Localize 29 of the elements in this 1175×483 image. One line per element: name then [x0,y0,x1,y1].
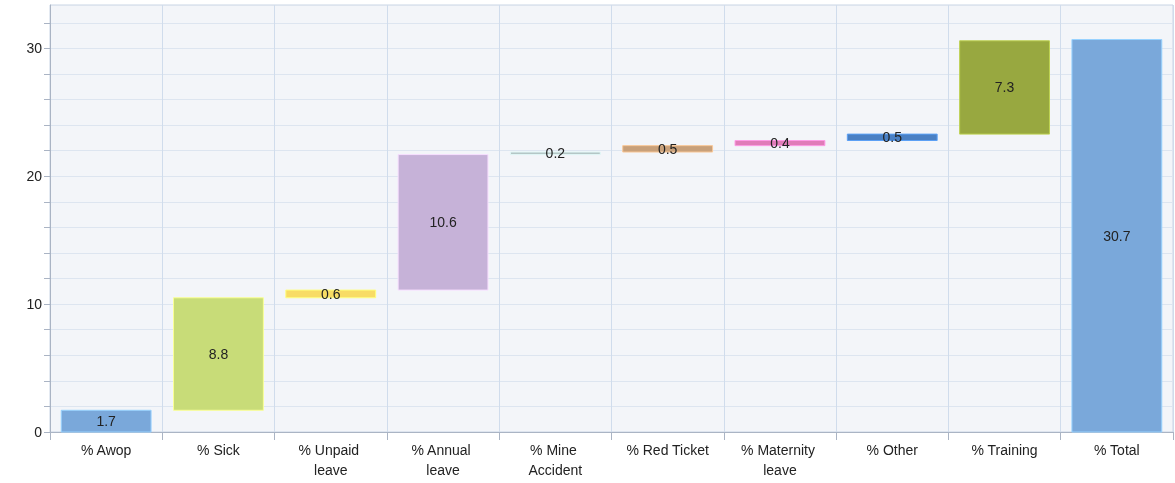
data-label: 10.6 [429,214,457,231]
x-tick-label: % Maternity leave [741,442,819,478]
data-label: 1.7 [96,413,117,430]
y-tick-label: 10 [26,296,43,313]
data-label: 7.3 [994,79,1015,96]
data-label: 0.6 [321,285,341,302]
y-tick-label: 20 [26,168,43,185]
bar [1071,39,1163,433]
x-tick-label: % Red Ticket [626,442,709,458]
x-tick-label: % Mine Accident [528,442,583,478]
y-tick-label: 0 [34,424,43,440]
data-label: 30.7 [1103,227,1131,244]
bar [959,40,1050,135]
bar [397,154,489,291]
bar [60,409,152,433]
bar [173,297,264,411]
x-tick-label: % Total [1094,442,1140,458]
x-tick-label: % Training [971,442,1038,458]
x-tick-label: % Sick [197,442,241,458]
x-tick-label: % Annual leave [411,442,475,478]
y-tick-label: 30 [26,40,43,57]
x-tick-label: % Other [866,442,919,458]
bar [285,289,377,299]
x-tick-label: % Unpaid leave [298,442,364,478]
data-label: 0.2 [545,145,566,162]
bar [622,145,714,153]
data-label: 0.5 [657,140,678,157]
data-label: 8.8 [208,346,229,363]
x-tick-label: % Awop [80,442,132,458]
